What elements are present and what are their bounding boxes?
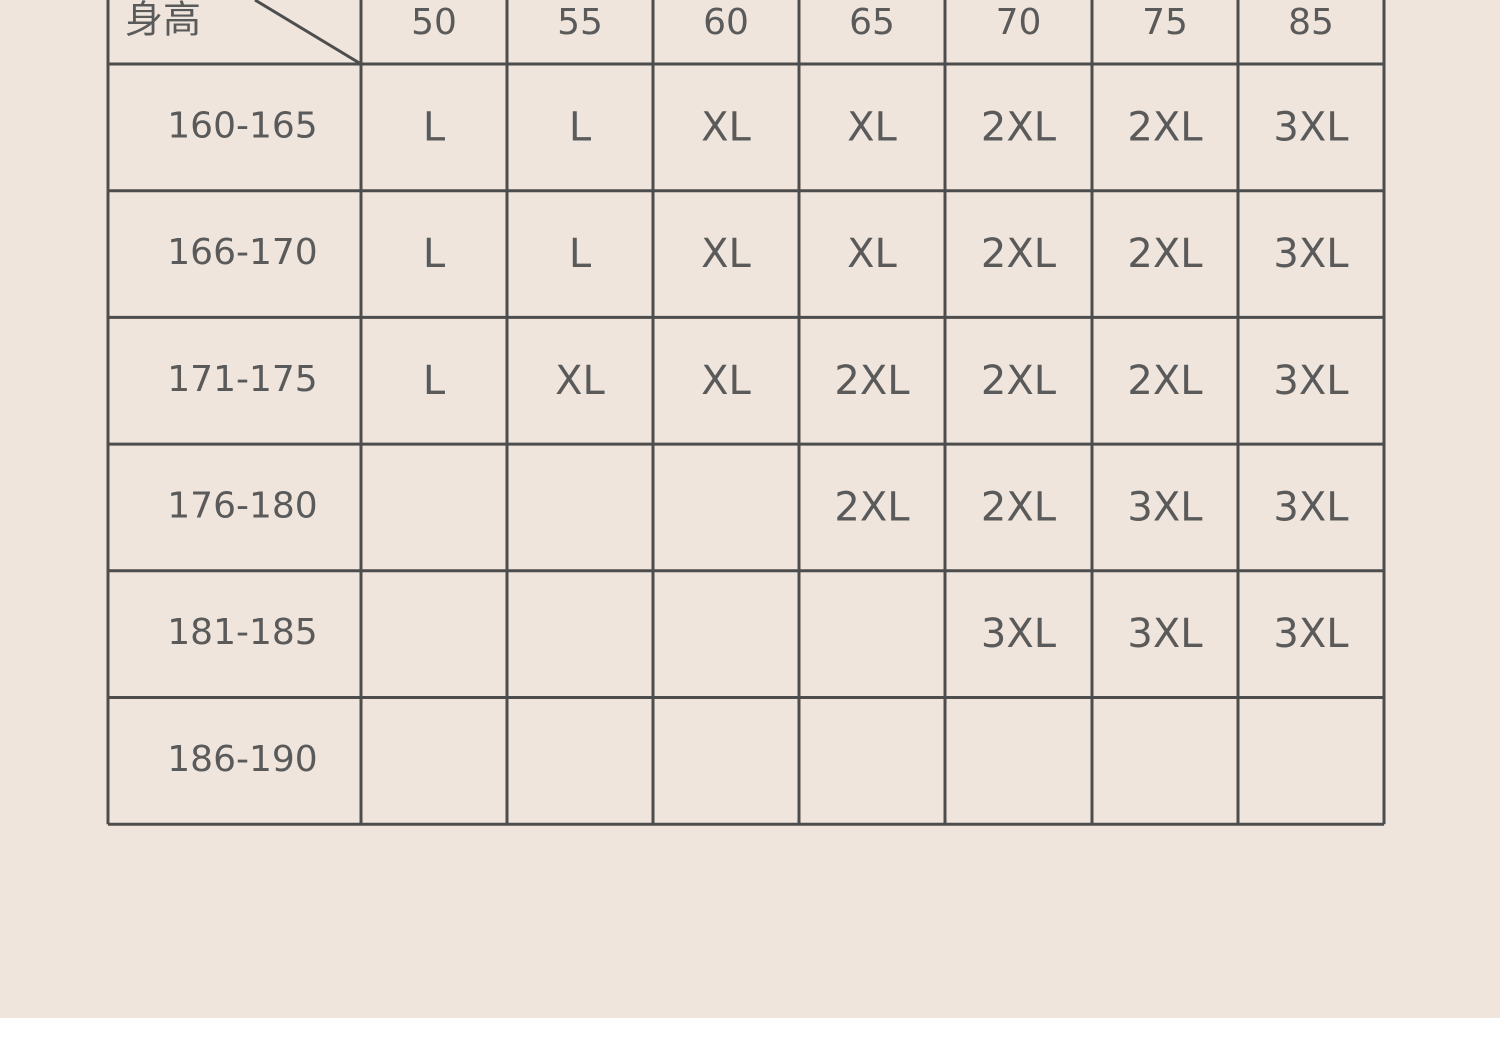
size-cell: 2XL (981, 104, 1057, 150)
column-header: 70 (996, 2, 1042, 43)
corner-diagonal (254, 0, 362, 66)
size-cell: XL (555, 358, 605, 404)
row-label: 176-180 (167, 485, 317, 526)
size-cell: 2XL (981, 484, 1057, 530)
size-cell: 2XL (981, 358, 1057, 404)
size-cell: XL (701, 231, 751, 277)
size-cell: 3XL (1127, 611, 1203, 657)
size-cell: 3XL (981, 611, 1057, 657)
column-header: 85 (1288, 2, 1334, 43)
size-cell: L (569, 104, 592, 150)
size-cell: 3XL (1273, 611, 1349, 657)
column-header: 65 (849, 2, 895, 43)
size-cell: L (423, 104, 446, 150)
size-cell: 2XL (1127, 104, 1203, 150)
size-cell: XL (701, 104, 751, 150)
column-header: 60 (703, 2, 749, 43)
size-cell: 2XL (834, 484, 910, 530)
size-cell: 2XL (981, 231, 1057, 277)
column-header: 75 (1142, 2, 1188, 43)
size-cell: XL (701, 358, 751, 404)
column-header: 50 (411, 2, 457, 43)
size-cell: L (423, 358, 446, 404)
size-cell: XL (847, 231, 897, 277)
row-label: 181-185 (167, 612, 317, 653)
row-label: 160-165 (167, 105, 317, 146)
size-cell: L (423, 231, 446, 277)
column-header: 55 (557, 2, 603, 43)
corner-label: 身高 (125, 0, 201, 42)
size-cell: 3XL (1127, 484, 1203, 530)
size-cell: 2XL (1127, 358, 1203, 404)
background (0, 0, 1500, 1018)
size-cell: 3XL (1273, 484, 1349, 530)
size-cell: XL (847, 104, 897, 150)
size-cell: 2XL (1127, 231, 1203, 277)
size-cell: L (569, 231, 592, 277)
size-cell: 2XL (834, 358, 910, 404)
size-cell: 3XL (1273, 358, 1349, 404)
row-label: 171-175 (167, 359, 317, 400)
row-label: 166-170 (167, 232, 317, 273)
row-label: 186-190 (167, 739, 317, 780)
size-cell: 3XL (1273, 104, 1349, 150)
size-cell: 3XL (1273, 231, 1349, 277)
